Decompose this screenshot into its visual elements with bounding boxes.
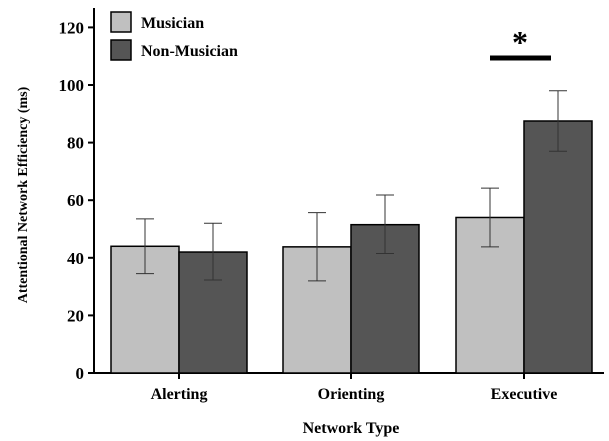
x-tick-label: Executive bbox=[491, 386, 558, 403]
legend: Musician Non-Musician bbox=[110, 11, 238, 61]
y-tick-label: 60 bbox=[67, 191, 84, 210]
y-tick-label: 0 bbox=[76, 364, 85, 383]
legend-label: Non-Musician bbox=[141, 43, 238, 60]
bar-non-musician-executive bbox=[523, 120, 593, 374]
x-axis-label: Network Type bbox=[303, 420, 400, 437]
x-tick-label: Orienting bbox=[318, 386, 385, 403]
legend-swatch bbox=[110, 39, 132, 61]
y-axis-label: Attentional Network Efficiency (ms) bbox=[16, 86, 31, 303]
significance-star: * bbox=[512, 24, 528, 60]
y-tick-label: 20 bbox=[67, 306, 84, 325]
y-tick-label: 80 bbox=[67, 134, 84, 153]
legend-swatch bbox=[110, 11, 132, 33]
chart-marks bbox=[110, 90, 593, 374]
annotations: * bbox=[490, 24, 551, 61]
y-tick-label: 40 bbox=[67, 249, 84, 268]
y-tick-label: 100 bbox=[59, 76, 85, 95]
legend-label: Musician bbox=[141, 15, 204, 32]
tick-labels: 0 20 40 60 80 100 120 Alerting Orienting Executiv… bbox=[59, 18, 558, 403]
y-tick-label: 120 bbox=[59, 18, 85, 37]
x-tick-label: Alerting bbox=[151, 386, 208, 403]
